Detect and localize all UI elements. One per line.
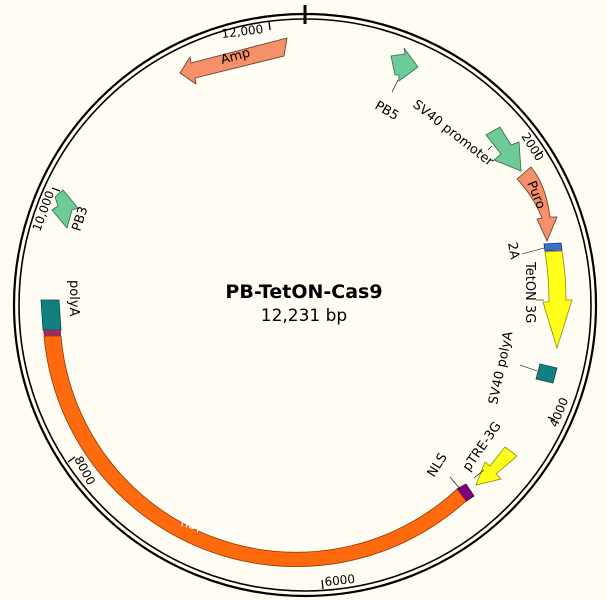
tick-8000 [67,456,76,463]
teton-3g-feature[interactable] [542,250,573,350]
tick-6000 [321,579,324,590]
tick-label-12000: 12,000 [221,22,264,41]
pb5-leader [391,79,399,93]
sv40-polya-feature[interactable] [535,363,558,384]
puro-feature[interactable] [516,166,558,243]
tick-label-6000: 6000 [324,572,356,589]
amp-label: Amp [219,46,252,68]
2a-label: 2A [504,241,522,261]
polya-junction [43,330,61,336]
tick-4000 [547,416,556,421]
sv40-polya-leader [519,364,538,372]
sv40-promoter-feature[interactable] [485,126,522,172]
pb5-feature[interactable] [390,47,419,82]
pb3-label: PB3 [70,205,92,233]
teton-3g-label: TetON 3G [522,261,537,323]
nls-leader [449,476,461,490]
plasmid-length: 12,231 bp [261,306,347,326]
pb3-feature[interactable] [51,189,79,229]
sv40-promoter-leader [487,145,493,151]
tick-10000 [51,187,61,192]
2a-leader [521,247,545,255]
polya-feature[interactable] [40,299,62,331]
amp-feature[interactable] [179,37,288,85]
plasmid-name: PB-TetON-Cas9 [225,281,382,303]
tick-12000 [268,20,271,31]
tick-marks [51,20,556,590]
ptre-3g-leader [473,469,485,479]
tick-2000 [535,150,544,157]
ptre-3g-feature[interactable] [475,446,518,486]
2a-feature[interactable] [543,242,563,252]
polya-label: polyA [66,280,81,317]
